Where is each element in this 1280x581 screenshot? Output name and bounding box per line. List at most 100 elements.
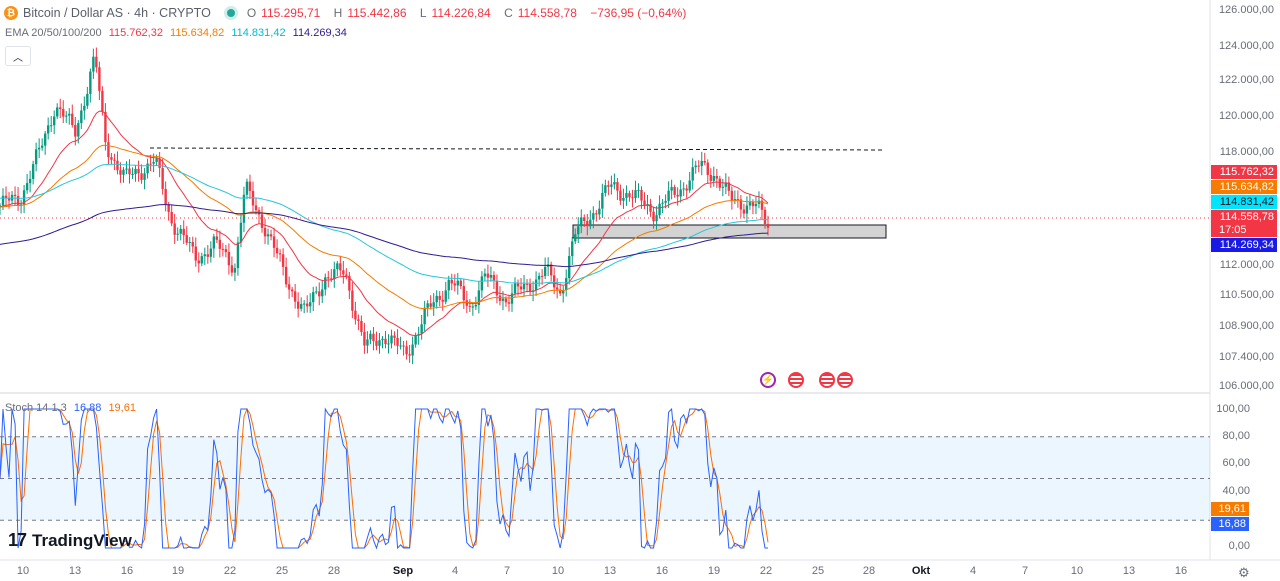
candle-body (540, 275, 544, 277)
time-axis-label: 22 (223, 565, 237, 577)
candle-body (408, 354, 411, 356)
us-flag-event-icon[interactable] (788, 372, 804, 388)
candle-body (293, 291, 297, 302)
candle-body (486, 273, 490, 278)
candle-body (631, 197, 634, 199)
candle-body (706, 162, 709, 175)
candle-body (206, 254, 210, 257)
candle-body (616, 182, 619, 191)
price-axis-label: 126.000,00 (1218, 4, 1274, 16)
time-axis-label: 22 (759, 565, 773, 577)
time-axis-label: 16 (1174, 565, 1188, 577)
candle-body (712, 176, 715, 181)
candle-body (441, 299, 444, 302)
candle-body (589, 219, 592, 227)
candle-body (453, 283, 456, 286)
candle-body (619, 190, 622, 201)
symbol-title[interactable]: Bitcoin / Dollar AS · 4h · CRYPTO (23, 6, 211, 20)
candle-body (233, 268, 237, 273)
candle-body (7, 198, 11, 201)
time-axis-label: 10 (16, 565, 30, 577)
candle-body (528, 283, 532, 292)
candle-body (510, 293, 514, 304)
ema-legend[interactable]: EMA 20/50/100/200 115.762,32 115.634,82 … (5, 27, 347, 39)
candle-body (80, 110, 83, 124)
candle-body (131, 174, 134, 176)
candle-body (357, 319, 360, 321)
candle-body (742, 209, 746, 214)
candle-body (574, 234, 577, 242)
candle-body (59, 107, 62, 110)
candle-body (682, 188, 685, 190)
candle-body (504, 298, 508, 303)
candle-body (748, 202, 752, 206)
candle-body (396, 337, 399, 346)
candle-body (507, 302, 511, 304)
bar-countdown: 17:05 (1211, 223, 1277, 237)
candle-body (215, 236, 219, 240)
candle-body (242, 194, 246, 223)
bitcoin-icon: ₿ (4, 6, 18, 20)
us-flag-event-icon[interactable] (837, 372, 853, 388)
gear-icon[interactable]: ⚙ (1238, 565, 1250, 580)
stoch-k-line (0, 407, 768, 550)
candle-body (438, 295, 441, 300)
event-flash-icon[interactable]: ⚡ (760, 372, 776, 388)
time-axis-label: 13 (1122, 565, 1136, 577)
candle-body (745, 205, 749, 214)
stoch-d-tag: 19,61 (1211, 502, 1249, 516)
candle-body (378, 340, 381, 346)
candle-body (411, 344, 414, 356)
candle-body (537, 275, 541, 280)
candle-body (363, 331, 366, 346)
candle-body (685, 188, 688, 191)
candle-body (351, 290, 354, 311)
candle-body (522, 283, 526, 290)
candle-body (176, 233, 179, 235)
candle-body (492, 274, 496, 281)
candle-body (333, 269, 336, 280)
candle-body (284, 266, 288, 285)
candle-body (269, 234, 273, 237)
stoch-axis-label: 0,00 (1228, 540, 1250, 552)
collapse-legend-button[interactable]: ︿ (5, 46, 31, 66)
stoch-legend[interactable]: Stoch 14 1 3 16,88 19,61 (5, 402, 136, 414)
candle-body (399, 345, 402, 347)
candle-body (387, 343, 390, 345)
time-axis-label: Sep (392, 565, 414, 577)
candle-body (107, 142, 110, 158)
ohlc-values: O 115.295,71 H 115.442,86 L 114.226,84 C 114… (246, 6, 687, 20)
candle-body (56, 107, 59, 117)
candle-body (607, 185, 610, 187)
candle-body (13, 194, 17, 197)
candle-body (381, 338, 384, 341)
candle-body (420, 324, 423, 334)
candle-body (321, 289, 324, 297)
ema200-line (0, 204, 769, 268)
price-axis-label: 124.000,00 (1218, 40, 1274, 52)
candle-body (312, 292, 315, 303)
candle-body (212, 236, 216, 249)
candle-body (62, 109, 65, 117)
candle-body (290, 289, 294, 292)
candle-body (110, 157, 113, 160)
price-axis-label: 112.000,00 (1219, 259, 1274, 271)
candle-body (158, 158, 161, 168)
time-axis-label: 7 (1021, 565, 1029, 577)
candle-body (604, 185, 607, 193)
symbol-header: ₿ Bitcoin / Dollar AS · 4h · CRYPTO O 115… (4, 4, 691, 22)
candle-body (760, 200, 764, 210)
candle-body (348, 275, 351, 291)
candle-body (182, 228, 185, 236)
candle-body (104, 111, 107, 143)
candle-body (287, 284, 291, 290)
candle-body (580, 217, 583, 227)
candle-body (354, 310, 357, 320)
time-axis-label: 19 (707, 565, 721, 577)
us-flag-event-icon[interactable] (819, 372, 835, 388)
candle-body (369, 333, 372, 340)
candle-body (92, 56, 95, 72)
ema200-price-tag: 114.269,34 (1211, 238, 1277, 252)
candle-body (134, 168, 137, 175)
